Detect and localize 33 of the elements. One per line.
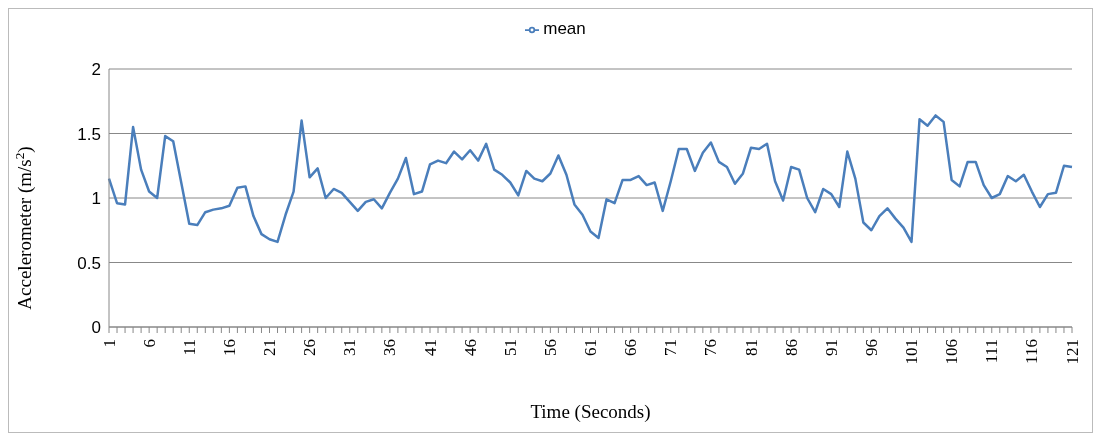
y-tick-label: 0.5 (77, 253, 101, 273)
x-tick-label: 21 (260, 339, 279, 356)
x-tick-label: 61 (581, 339, 600, 356)
x-tick-label: 71 (661, 339, 681, 356)
x-tick-label: 101 (902, 339, 921, 365)
legend-label: mean (543, 19, 586, 38)
x-tick-label: 116 (1022, 339, 1042, 364)
x-tick-label: 121 (1062, 339, 1082, 365)
y-tick-label: 1.5 (77, 124, 101, 144)
x-tick-label: 31 (340, 339, 360, 356)
x-tick-label: 91 (821, 339, 841, 356)
x-axis-title: Time (Seconds) (530, 401, 651, 423)
x-tick-label: 76 (701, 339, 721, 356)
x-tick-label: 16 (219, 339, 239, 356)
x-tick-label: 86 (781, 339, 801, 356)
y-tick-label: 0 (91, 318, 101, 338)
line-series (107, 114, 1074, 244)
x-tick-label: 11 (179, 339, 199, 356)
x-tick-label: 106 (942, 339, 962, 365)
x-tick-label: 111 (982, 339, 1002, 364)
x-tick-label: 46 (460, 339, 480, 356)
y-tick-label: 1 (91, 189, 101, 209)
x-tick-label: 96 (861, 339, 881, 356)
x-tick-label: 56 (540, 339, 560, 356)
x-tick-label: 6 (139, 339, 159, 348)
y-tick-label: 2 (91, 60, 101, 80)
x-tick-label: 36 (380, 339, 400, 356)
x-tick-label: 1 (99, 339, 119, 348)
x-tick-label: 26 (300, 339, 320, 356)
x-tick-label: 81 (741, 339, 761, 356)
x-tick-label: 66 (621, 339, 641, 356)
x-tick-label: 51 (500, 339, 520, 356)
x-tick-label: 41 (420, 339, 440, 356)
